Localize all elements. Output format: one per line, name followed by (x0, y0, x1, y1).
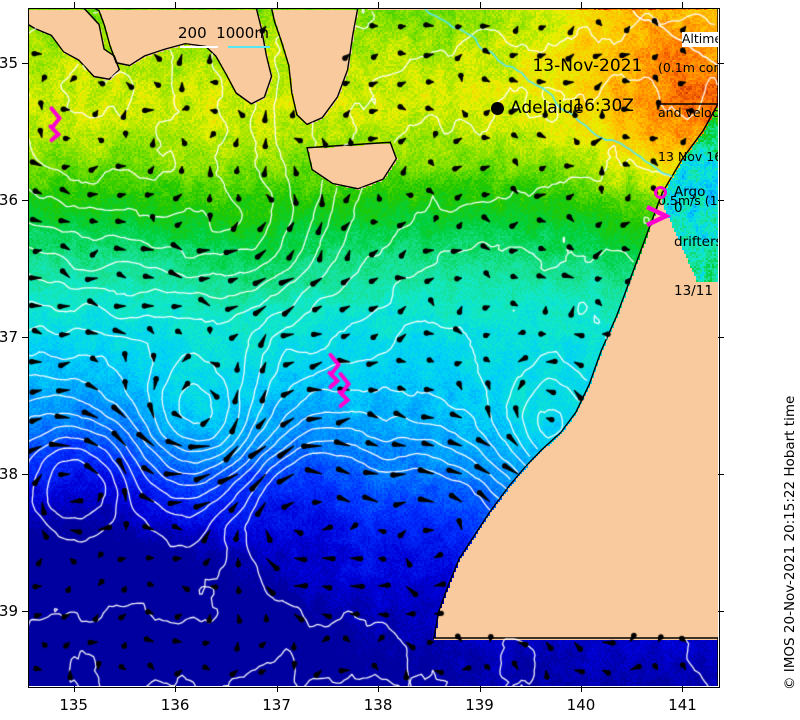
x-axis-tick (682, 2, 684, 8)
drifter-legend-label: drifters@12h to 13/11 18Z (674, 202, 718, 332)
x-axis-tick (175, 2, 177, 8)
y-axis-tick (22, 62, 28, 64)
altimetry-legend: Altimetric sealevel (0.1m contours) and … (658, 17, 718, 253)
altimetry-legend-line-3: 13 Nov 16Z (658, 148, 718, 164)
contour-200m-swatch (180, 46, 218, 48)
x-axis-label: 135 (59, 696, 88, 714)
x-axis-label: 136 (160, 696, 190, 714)
y-axis-tick (22, 610, 28, 612)
date-stamp-time: 16:30Z (573, 96, 634, 117)
x-axis-tick (581, 2, 582, 8)
y-axis-tick (22, 473, 28, 475)
x-axis-label: 141 (668, 696, 697, 714)
argo-float-icon (654, 186, 667, 199)
altimetry-legend-line-1: (0.1m contours) (658, 60, 718, 76)
contour-1000m-swatch (228, 46, 270, 48)
velocity-scale-arrow-icon (660, 103, 718, 105)
y-axis-tick (718, 610, 724, 612)
y-axis-tick (22, 336, 28, 338)
argo-legend-label: Argo 0 (674, 184, 706, 216)
y-axis-tick (718, 199, 724, 201)
altimetry-legend-line-4: 0.5m/s (1kt 24h) (658, 193, 718, 208)
x-axis-tick (479, 686, 481, 692)
y-axis-label: 36 (0, 190, 18, 209)
y-axis-label: 39 (0, 601, 18, 620)
y-axis-tick (718, 62, 724, 64)
x-axis-tick (73, 686, 75, 692)
x-axis-tick (175, 686, 177, 692)
y-axis-label: 38 (0, 464, 18, 483)
altimetry-legend-line-0: Altimetric sealevel (681, 31, 718, 47)
x-axis-tick (479, 2, 481, 8)
date-stamp: 13-Nov-2021 16:30Z (500, 36, 642, 136)
date-stamp-date: 13-Nov-2021 (532, 56, 643, 77)
y-axis-label: 37 (0, 327, 18, 346)
y-axis-tick (718, 336, 724, 338)
adelaide-city-label: Adelaide (510, 98, 584, 118)
x-axis-label: 139 (465, 696, 494, 714)
altimetry-legend-line-2: and velocity for (658, 104, 718, 120)
copyright-notice: © IMOS 20-Nov-2021 20:15:22 Hobart time (782, 395, 798, 690)
bathymetry-scale-label: 200 1000m (178, 24, 269, 42)
x-axis-tick (378, 2, 380, 8)
y-axis-tick (22, 199, 28, 201)
x-axis-tick (682, 686, 684, 692)
x-axis-tick (73, 2, 75, 8)
x-axis-tick (276, 686, 278, 692)
x-axis-tick (378, 686, 380, 692)
y-axis-label: 35 (0, 53, 18, 72)
x-axis-label: 138 (363, 696, 393, 714)
x-axis-label: 137 (262, 696, 291, 714)
x-axis-tick (276, 2, 278, 8)
drifter-legend-line-0: drifters@12h to (674, 234, 718, 251)
velocity-vector-layer (28, 8, 718, 686)
y-axis-tick (718, 473, 724, 475)
x-axis-label: 140 (566, 696, 596, 714)
map-plot-area[interactable]: 200 1000m 13-Nov-2021 16:30Z Altimetric … (28, 8, 718, 686)
drifter-legend-line-1: 13/11 18Z (674, 282, 718, 299)
drifter-chevron-icon (646, 204, 672, 228)
adelaide-city-dot (491, 102, 504, 115)
x-axis-tick (581, 686, 582, 692)
